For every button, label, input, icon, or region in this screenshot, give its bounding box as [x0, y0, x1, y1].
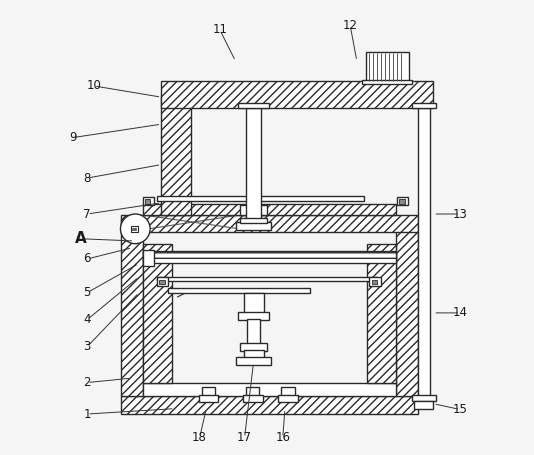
Bar	[396, 218, 418, 396]
Bar	[246, 214, 261, 223]
Bar	[161, 81, 433, 108]
Bar	[121, 215, 418, 232]
Bar	[238, 103, 269, 108]
Bar	[278, 395, 298, 402]
Text: 6: 6	[83, 253, 91, 265]
Bar	[161, 96, 191, 215]
Text: 14: 14	[453, 306, 468, 319]
Bar	[240, 217, 267, 223]
Bar	[143, 197, 154, 206]
Text: 8: 8	[83, 172, 91, 185]
Bar	[372, 280, 377, 284]
Bar	[367, 244, 396, 384]
Text: 12: 12	[343, 19, 358, 32]
Bar	[143, 384, 396, 396]
Text: 9: 9	[69, 131, 76, 144]
Text: 1: 1	[83, 408, 91, 420]
Bar	[246, 387, 260, 396]
Bar	[370, 277, 381, 286]
Bar	[237, 222, 271, 230]
Bar	[202, 387, 215, 396]
Text: 11: 11	[213, 23, 227, 36]
Bar	[143, 250, 154, 266]
Text: 13: 13	[453, 207, 468, 221]
Bar	[157, 196, 364, 202]
Text: 7: 7	[83, 207, 91, 221]
Text: 17: 17	[237, 431, 252, 445]
Bar	[414, 400, 433, 409]
Bar	[399, 199, 405, 204]
Circle shape	[121, 214, 150, 244]
Text: 5: 5	[83, 286, 91, 299]
Bar	[131, 226, 138, 232]
Text: 18: 18	[192, 431, 207, 445]
Text: 2: 2	[83, 376, 91, 389]
Bar	[246, 108, 261, 223]
Bar	[143, 204, 396, 215]
Bar	[244, 293, 264, 313]
Text: 3: 3	[83, 340, 91, 353]
Bar	[244, 350, 264, 358]
Bar	[145, 199, 150, 204]
Bar	[157, 277, 377, 282]
Text: 10: 10	[87, 80, 101, 92]
Bar	[238, 312, 269, 319]
Bar	[247, 319, 260, 344]
Text: 4: 4	[83, 313, 91, 326]
Bar	[121, 218, 143, 396]
Bar	[143, 251, 396, 263]
Bar	[240, 344, 267, 351]
Bar	[199, 395, 218, 402]
Bar	[157, 277, 168, 286]
Bar	[397, 197, 408, 206]
Bar	[237, 357, 271, 365]
Bar	[168, 288, 310, 293]
Bar	[412, 395, 436, 401]
Bar	[240, 205, 267, 215]
Bar	[143, 244, 172, 384]
Text: A: A	[75, 231, 87, 246]
Text: 15: 15	[453, 403, 468, 416]
Bar	[418, 108, 430, 396]
Text: 16: 16	[275, 431, 290, 445]
Bar	[281, 387, 295, 396]
Bar	[366, 52, 409, 81]
Bar	[362, 80, 412, 84]
Bar	[412, 103, 436, 108]
Bar	[159, 280, 164, 284]
Bar	[121, 396, 418, 414]
Bar	[132, 228, 136, 230]
Bar	[243, 395, 263, 402]
